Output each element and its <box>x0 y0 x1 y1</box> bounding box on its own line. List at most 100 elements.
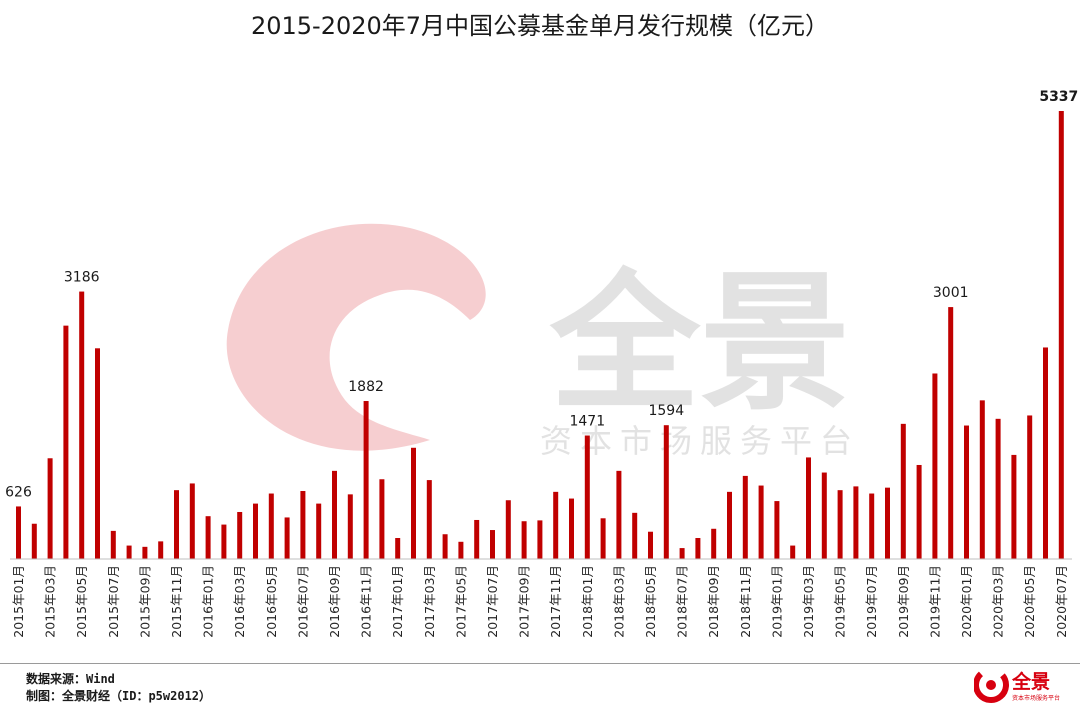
x-tick-label: 2015年03月 <box>43 565 58 638</box>
data-label: 3186 <box>64 270 100 286</box>
x-tick-label: 2015年11月 <box>169 565 184 638</box>
bar-2019年10月 <box>916 464 922 559</box>
page-title: 2015-2020年7月中国公募基金单月发行规模（亿元） <box>250 12 830 40</box>
bar-2015年06月 <box>95 348 100 559</box>
bar-2020年01月 <box>964 425 969 559</box>
bar-2019年02月 <box>790 545 796 559</box>
x-tick-label: 2019年09月 <box>896 565 911 638</box>
x-tick-label: 2016年05月 <box>264 565 279 638</box>
bar-2018年01月 <box>584 435 590 559</box>
bar-2016年03月 <box>237 511 243 559</box>
bar-2015年03月 <box>47 458 53 559</box>
logo-text: 全景 <box>1011 670 1050 693</box>
x-tick-label: 2018年07月 <box>675 565 690 638</box>
bar-2019年03月 <box>806 457 811 559</box>
x-tick-label: 2019年05月 <box>833 565 848 638</box>
bar-2017年04月 <box>442 534 448 559</box>
x-tick-label: 2015年07月 <box>106 565 121 638</box>
bar-2019年12月 <box>948 307 954 559</box>
data-label: 3001 <box>933 285 969 301</box>
bar-2015年08月 <box>126 545 132 559</box>
x-tick-label: 2016年07月 <box>295 565 310 638</box>
x-tick-label: 2019年07月 <box>864 565 879 638</box>
bar-2020年04月 <box>1011 454 1017 559</box>
bar-2017年09月 <box>521 521 527 559</box>
x-tick-label: 2018年03月 <box>611 565 626 638</box>
bar-2015年07月 <box>110 530 116 559</box>
bar-2017年12月 <box>569 498 574 559</box>
x-tick-label: 2016年03月 <box>232 565 247 638</box>
bar-2017年07月 <box>490 530 495 559</box>
brand-logo: 全景 资本市场服务平台 <box>974 667 1060 703</box>
bar-2017年03月 <box>426 480 432 559</box>
bars-group <box>16 111 1064 559</box>
bar-2020年02月 <box>979 400 985 559</box>
x-tick-label: 2020年07月 <box>1054 565 1069 638</box>
logo-subtext: 资本市场服务平台 <box>1012 694 1060 702</box>
x-tick-label: 2015年01月 <box>11 565 26 638</box>
x-tick-label: 2017年03月 <box>422 565 437 638</box>
bar-2016年05月 <box>268 493 274 559</box>
bar-2018年05月 <box>648 531 653 559</box>
data-source-note: 数据来源：Wind <box>26 672 115 686</box>
x-tick-label: 2018年05月 <box>643 565 658 638</box>
bar-2016年10月 <box>347 494 353 559</box>
data-label: 1471 <box>569 414 605 430</box>
bar-2018年08月 <box>695 538 701 559</box>
x-tick-label: 2017年07月 <box>485 565 500 638</box>
bar-2016年12月 <box>379 479 385 559</box>
bar-2020年03月 <box>995 418 1001 559</box>
bar-2017年01月 <box>395 538 401 559</box>
bar-2019年07月 <box>869 493 875 559</box>
x-tick-label: 2019年01月 <box>769 565 784 638</box>
bar-2016年09月 <box>332 470 337 559</box>
data-label: 5337 <box>1039 89 1078 105</box>
bar-2015年02月 <box>31 523 37 559</box>
data-label: 1882 <box>348 379 384 395</box>
x-tick-label: 2015年05月 <box>74 565 89 638</box>
bar-2016年01月 <box>205 516 211 559</box>
watermark-swirl-icon <box>226 223 486 451</box>
bar-2015年09月 <box>142 546 148 559</box>
x-tick-label: 2018年11月 <box>738 565 753 638</box>
bar-2018年10月 <box>727 491 732 559</box>
x-tick-label: 2020年03月 <box>991 565 1006 638</box>
bar-2015年04月 <box>63 325 69 559</box>
data-label: 1594 <box>648 403 684 419</box>
logo-swirl-icon <box>974 667 1009 703</box>
bar-2017年10月 <box>537 520 543 559</box>
bar-2019年09月 <box>900 423 906 559</box>
x-tick-label: 2019年03月 <box>801 565 816 638</box>
bar-2016年04月 <box>253 503 258 559</box>
footer-divider <box>0 663 1080 664</box>
bar-2016年02月 <box>221 524 227 559</box>
bar-2018年12月 <box>758 485 764 559</box>
x-tick-label: 2017年01月 <box>390 565 405 638</box>
data-labels-group: 626 3186 1882 1471 1594 3001 5337 <box>5 89 1078 500</box>
x-tick-label: 2017年05月 <box>453 565 468 638</box>
bar-2017年08月 <box>505 500 511 559</box>
x-tick-label: 2015年09月 <box>137 565 152 638</box>
bar-2019年04月 <box>821 472 827 559</box>
bar-2018年04月 <box>632 512 638 559</box>
bar-2017年05月 <box>458 541 464 559</box>
x-tick-label: 2016年01月 <box>201 565 216 638</box>
bar-2019年06月 <box>853 486 859 559</box>
bar-2016年11月 <box>363 401 369 559</box>
x-tick-label: 2017年09月 <box>517 565 532 638</box>
watermark-subtitle-text: 资本市场服务平台 <box>540 422 860 460</box>
bar-2018年07月 <box>679 548 685 559</box>
bar-2019年11月 <box>932 373 938 559</box>
watermark-brand-text: 全景 <box>549 257 850 431</box>
x-tick-label: 2018年01月 <box>580 565 595 638</box>
bar-2015年11月 <box>174 490 179 559</box>
bar-2020年07月 <box>1058 111 1064 559</box>
bar-2018年11月 <box>742 475 748 559</box>
bar-2019年08月 <box>885 487 890 559</box>
bar-2018年06月 <box>663 425 669 559</box>
bar-2020年05月 <box>1027 415 1033 559</box>
bar-2020年06月 <box>1043 347 1048 559</box>
x-tick-label: 2018年09月 <box>706 565 721 638</box>
